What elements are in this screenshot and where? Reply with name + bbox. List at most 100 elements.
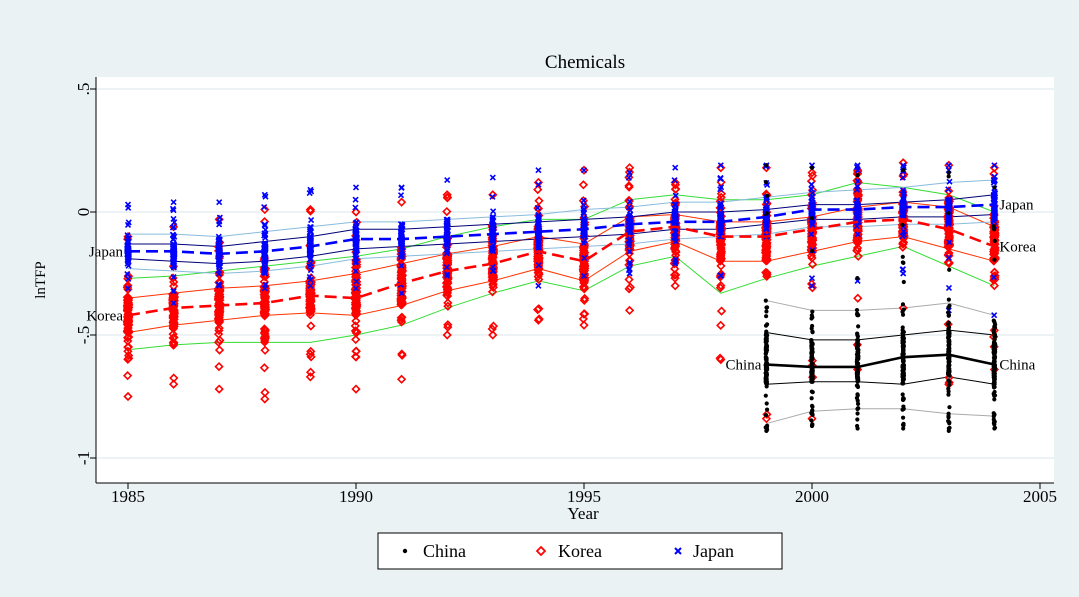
point (443, 298, 453, 308)
point (764, 309, 769, 314)
point (533, 271, 543, 282)
point (809, 361, 815, 366)
point (947, 359, 952, 364)
point (716, 192, 726, 202)
point-extreme (807, 168, 817, 178)
point (990, 177, 997, 184)
point (671, 177, 678, 184)
point (624, 274, 634, 285)
point-extreme (170, 299, 177, 307)
point (855, 411, 860, 416)
point (535, 212, 542, 219)
point (214, 309, 224, 319)
point (169, 312, 179, 323)
point-extreme (580, 272, 588, 280)
point (306, 273, 313, 281)
point (992, 419, 997, 424)
point (991, 312, 998, 319)
point (578, 282, 589, 292)
point (852, 234, 863, 244)
point-extreme (123, 391, 133, 402)
point (854, 183, 861, 190)
point (352, 290, 362, 301)
point (259, 333, 269, 343)
point (581, 215, 588, 222)
point (900, 378, 906, 383)
point (764, 356, 769, 361)
legend-item-japan: Japan (674, 541, 734, 561)
x-tick-label-1: 1990 (339, 487, 373, 506)
point-extreme (809, 423, 815, 429)
point (900, 302, 906, 307)
point (854, 307, 860, 313)
point (992, 389, 997, 395)
point (854, 178, 861, 185)
point (855, 401, 861, 406)
point (443, 250, 450, 257)
point (578, 180, 589, 190)
point (123, 284, 133, 295)
point (717, 175, 724, 182)
point (398, 262, 405, 269)
point (764, 424, 769, 429)
point (946, 372, 952, 377)
point-extreme (444, 272, 451, 280)
point (443, 264, 450, 271)
point (261, 203, 268, 211)
point (490, 208, 497, 215)
point-extreme (672, 260, 679, 267)
point (855, 406, 860, 412)
point (351, 346, 361, 356)
chart-title: Chemicals (545, 52, 625, 73)
point-extreme (351, 384, 361, 394)
point (992, 320, 997, 325)
point (764, 359, 769, 365)
legend-item-china: China (402, 541, 466, 561)
point (901, 404, 906, 409)
grid-lines (96, 88, 1054, 459)
point-extreme (261, 191, 268, 198)
band-p90-japan (128, 179, 995, 238)
point (351, 316, 361, 326)
point (581, 237, 588, 244)
point-extreme (855, 173, 860, 178)
point (352, 204, 359, 211)
point (901, 349, 906, 354)
point (810, 323, 815, 329)
point (946, 386, 951, 391)
point-extreme (396, 197, 407, 207)
point (992, 393, 997, 398)
point-extreme (717, 272, 724, 280)
point-extreme (307, 282, 314, 289)
point (124, 221, 132, 229)
point (763, 393, 768, 398)
point (444, 270, 451, 278)
point (992, 412, 997, 417)
point (169, 277, 179, 287)
point-extreme (624, 163, 635, 173)
point-extreme (624, 305, 635, 316)
point-extreme (579, 320, 589, 330)
point (946, 217, 953, 224)
point-extreme (580, 167, 588, 174)
point (990, 274, 997, 281)
point (122, 371, 133, 381)
x-axis-label: Year (567, 504, 599, 523)
point (989, 228, 999, 238)
point (307, 228, 314, 235)
point (992, 238, 997, 243)
point (352, 259, 359, 266)
legend-box (377, 532, 783, 570)
point (763, 220, 770, 227)
point (214, 361, 224, 372)
point (765, 193, 770, 198)
point (671, 184, 681, 194)
point (168, 333, 178, 343)
points-korea-1985 (122, 231, 134, 402)
point (489, 245, 496, 252)
point (853, 186, 863, 196)
point (123, 292, 133, 303)
point (855, 376, 860, 381)
point (350, 288, 361, 298)
